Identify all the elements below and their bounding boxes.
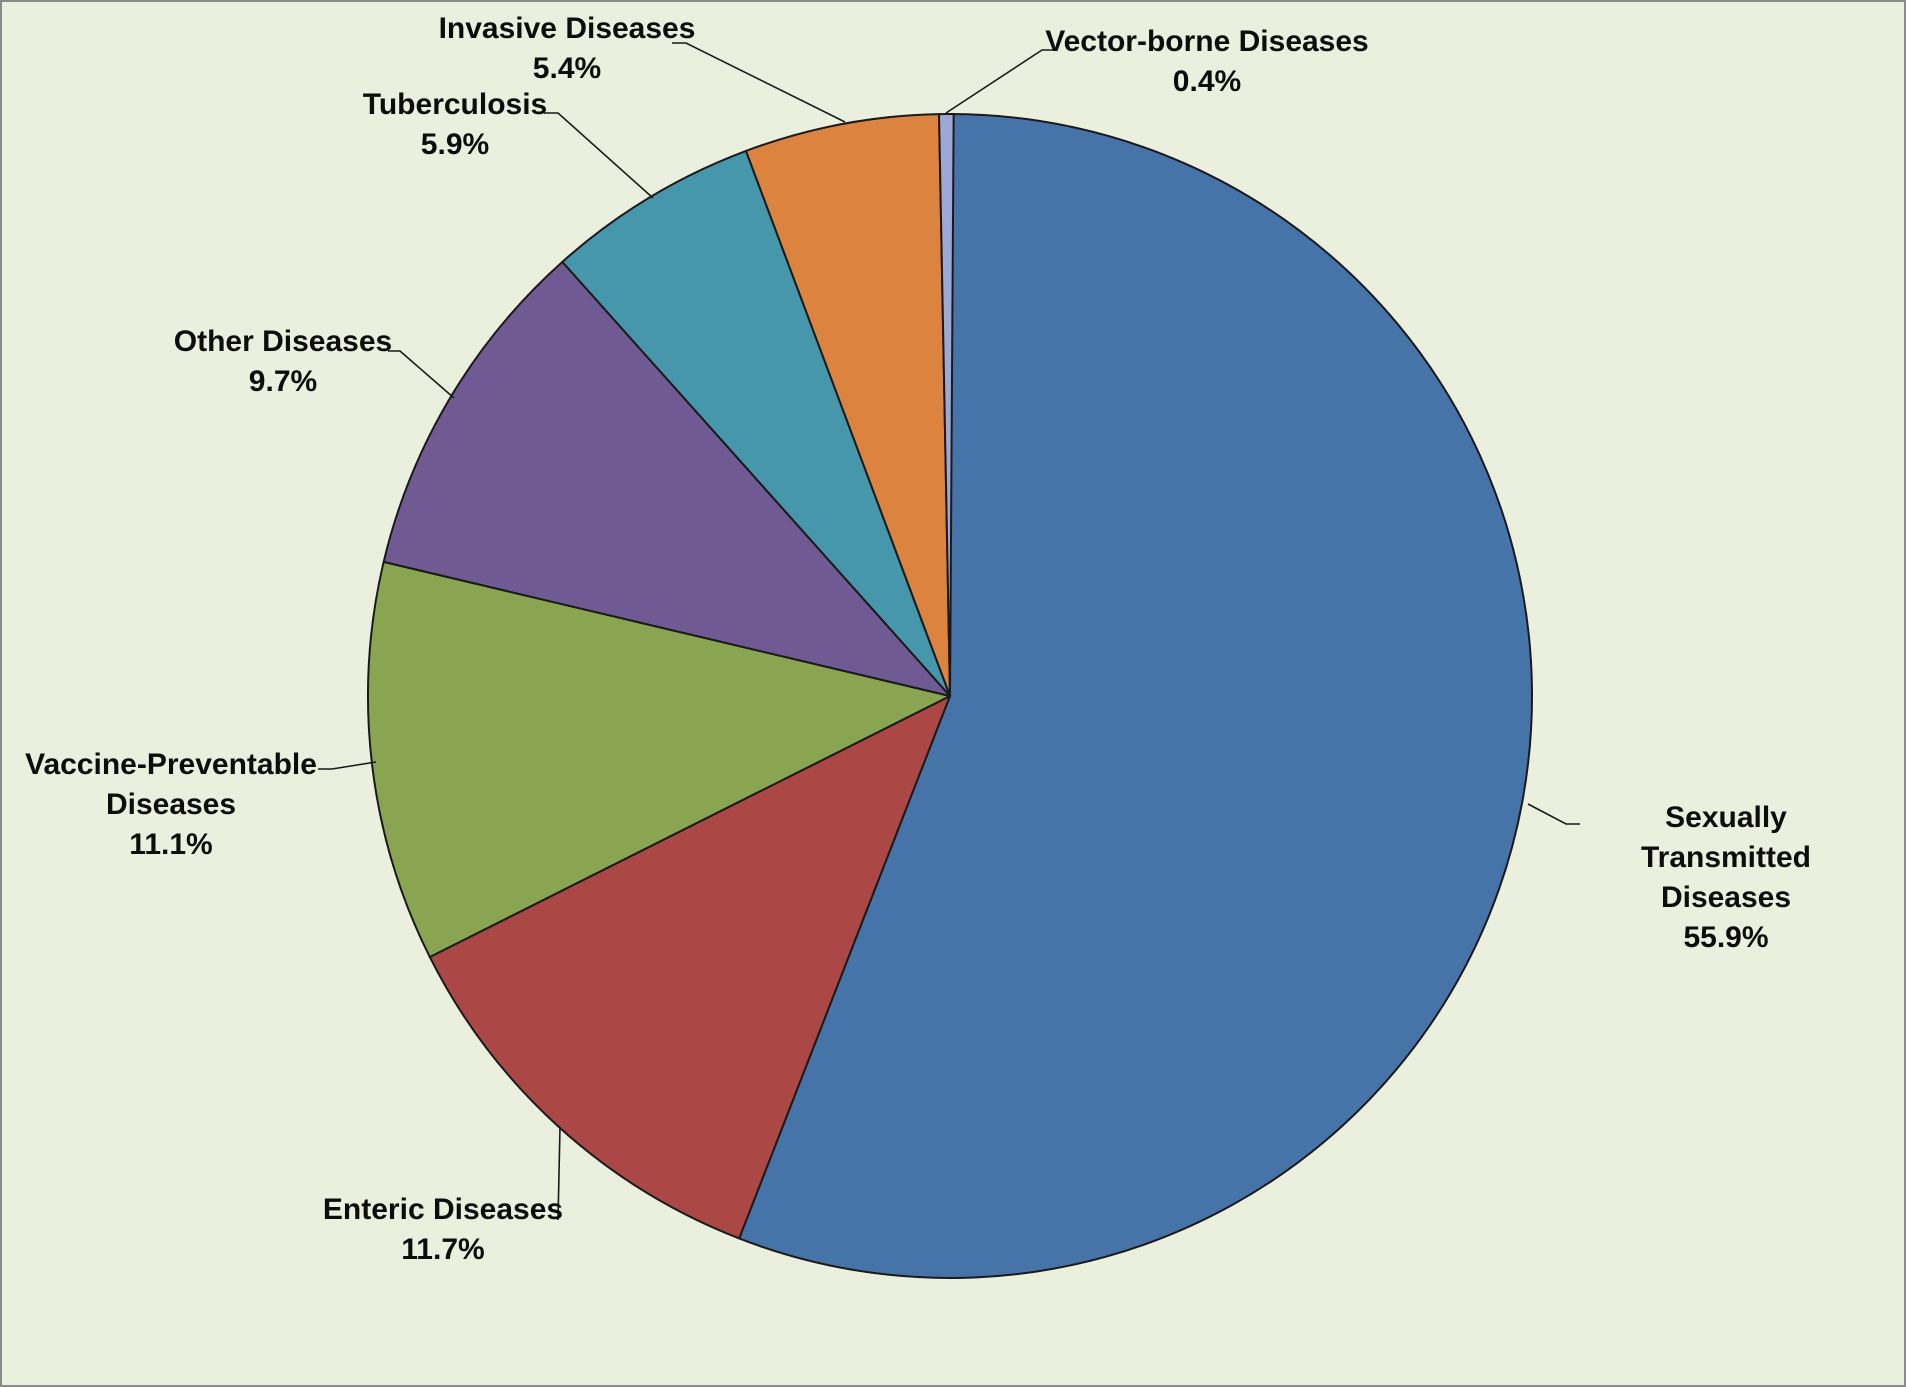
pie-slice-tuberculosis[interactable] <box>561 149 951 697</box>
leader-line-vector-borne-diseases <box>945 49 1054 114</box>
pie-slice-other-diseases[interactable] <box>382 260 951 697</box>
pie-slice-vaccine-preventable-diseases[interactable] <box>367 560 951 958</box>
leader-line-sexually-transmitted-diseases <box>1527 803 1580 825</box>
leader-line-other-diseases <box>388 350 455 399</box>
leader-line-enteric-diseases <box>557 1126 561 1221</box>
pie-slices-group <box>367 112 1533 1279</box>
leader-line-invasive-diseases <box>672 42 846 123</box>
pie-slice-sexually-transmitted-diseases[interactable] <box>738 113 1533 1279</box>
pie-slice-enteric-diseases[interactable] <box>428 695 951 1240</box>
leader-lines-group <box>318 42 1580 1221</box>
pie-slice-invasive-diseases[interactable] <box>744 113 951 697</box>
pie-slice-vector-borne-diseases[interactable] <box>938 112 955 697</box>
leader-line-tuberculosis <box>544 112 654 199</box>
leader-line-vaccine-preventable-diseases <box>318 761 377 770</box>
